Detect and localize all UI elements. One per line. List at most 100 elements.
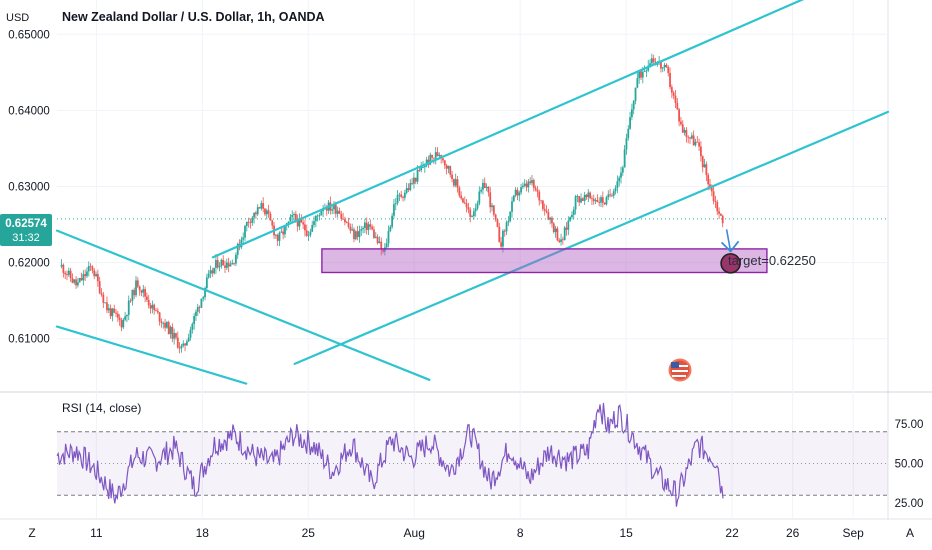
candle-body	[705, 164, 708, 176]
candle-body	[387, 230, 390, 244]
price-tick-label: 0.63000	[8, 181, 50, 193]
candle-body	[380, 241, 383, 250]
candle-body	[260, 203, 263, 209]
trend-line[interactable]	[55, 325, 248, 385]
candle-body	[549, 217, 552, 220]
rsi-tick-label: 25.00	[895, 498, 924, 510]
target-label[interactable]: target=0.62250	[728, 253, 816, 268]
candle-body	[563, 227, 566, 240]
candle-body	[449, 166, 452, 175]
price-badge: 0.62574 31:32	[0, 214, 52, 246]
candle-body	[589, 192, 592, 199]
us-flag-icon[interactable]	[668, 358, 692, 382]
candle-body	[178, 347, 181, 349]
support-zone[interactable]	[321, 248, 768, 274]
candle-body	[612, 191, 615, 196]
candle-body	[491, 205, 493, 208]
candle-body	[131, 289, 134, 301]
currency-label: USD	[6, 12, 29, 24]
candle-body	[527, 181, 530, 188]
candle-body	[354, 231, 357, 240]
candle-body	[176, 337, 179, 348]
candle-body	[362, 227, 364, 230]
candle-body	[442, 158, 444, 161]
candle-body	[482, 182, 484, 190]
candle-body	[282, 231, 285, 235]
candle-body	[541, 200, 544, 209]
candle-body	[696, 141, 699, 143]
candle-body	[227, 262, 230, 267]
candle-body	[485, 186, 488, 188]
candle-body	[436, 152, 439, 157]
candle-body	[685, 130, 688, 137]
candle-body	[616, 181, 619, 188]
target-arrow-shaft[interactable]	[725, 229, 732, 252]
rsi-pane	[56, 402, 888, 507]
candle-body	[314, 215, 317, 222]
candle-body	[680, 121, 682, 125]
candle-body	[374, 236, 377, 238]
candle-body	[156, 310, 159, 313]
candle-body	[149, 305, 152, 309]
trend-line[interactable]	[293, 110, 890, 365]
candle-body	[160, 321, 163, 323]
candle-body	[498, 226, 501, 243]
rsi-title[interactable]: RSI (14, close)	[62, 401, 141, 415]
candle-body	[173, 333, 176, 339]
candle-body	[483, 182, 486, 188]
target-arrow-head[interactable]	[720, 240, 740, 253]
candle-body	[636, 78, 639, 88]
candle-body	[187, 337, 190, 342]
candle-body	[389, 226, 392, 231]
candle-body	[467, 207, 470, 210]
candle-body	[700, 146, 702, 157]
candle-body	[180, 345, 183, 349]
candle-body	[611, 195, 613, 197]
candle-body	[225, 262, 228, 268]
candle-body	[64, 272, 67, 275]
time-tick-label: 18	[196, 526, 210, 540]
candle-body	[218, 266, 221, 268]
candle-body	[534, 187, 537, 190]
candle-body	[620, 172, 622, 178]
candle-body	[665, 64, 668, 68]
candle-body	[709, 184, 711, 188]
candle-body	[342, 218, 344, 220]
candle-body	[305, 230, 308, 236]
candle-body	[100, 293, 103, 295]
candle-body	[60, 264, 63, 267]
target-circle[interactable]	[720, 253, 741, 274]
candle-body	[309, 231, 312, 236]
candle-body	[204, 288, 206, 298]
candle-body	[447, 166, 450, 169]
auto-scale-right-button[interactable]: A	[906, 526, 914, 540]
candle-body	[247, 221, 250, 223]
candle-body	[692, 135, 695, 146]
candle-body	[107, 308, 110, 311]
trend-line[interactable]	[211, 0, 815, 259]
chart-title[interactable]: New Zealand Dollar / U.S. Dollar, 1h, OA…	[62, 10, 325, 24]
drawings-layer[interactable]	[55, 0, 890, 385]
candle-body	[433, 157, 435, 159]
candle-body	[660, 61, 662, 69]
auto-scale-left-button[interactable]: Z	[28, 526, 35, 540]
candle-body	[505, 222, 508, 232]
candle-body	[271, 220, 274, 226]
candle-body	[236, 243, 239, 255]
candle-body	[458, 187, 461, 196]
candle-body	[96, 274, 99, 282]
time-tick-label: 26	[786, 526, 800, 540]
candle-body	[153, 304, 156, 311]
price-badge-value: 0.62574	[5, 218, 47, 230]
trend-line[interactable]	[55, 229, 431, 381]
candle-body	[567, 220, 570, 230]
candle-body	[113, 308, 116, 313]
candle-body	[558, 240, 561, 242]
candle-body	[343, 219, 346, 223]
candle-body	[420, 167, 423, 171]
candle-body	[133, 289, 136, 296]
candle-body	[667, 67, 670, 73]
candle-body	[471, 216, 473, 217]
candle-body	[405, 188, 408, 193]
